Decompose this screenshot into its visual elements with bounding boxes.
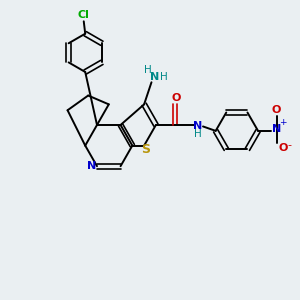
Text: S: S <box>141 142 150 156</box>
Text: Cl: Cl <box>78 11 90 20</box>
Text: N: N <box>150 72 160 82</box>
Text: H: H <box>160 72 168 82</box>
Text: -: - <box>287 140 291 150</box>
Text: N: N <box>272 124 281 134</box>
Text: O: O <box>278 142 288 153</box>
Text: +: + <box>279 118 286 127</box>
Text: N: N <box>87 161 96 171</box>
Text: O: O <box>172 94 181 103</box>
Text: N: N <box>193 122 202 131</box>
Text: H: H <box>194 129 202 140</box>
Text: O: O <box>272 105 281 115</box>
Text: H: H <box>144 65 152 75</box>
